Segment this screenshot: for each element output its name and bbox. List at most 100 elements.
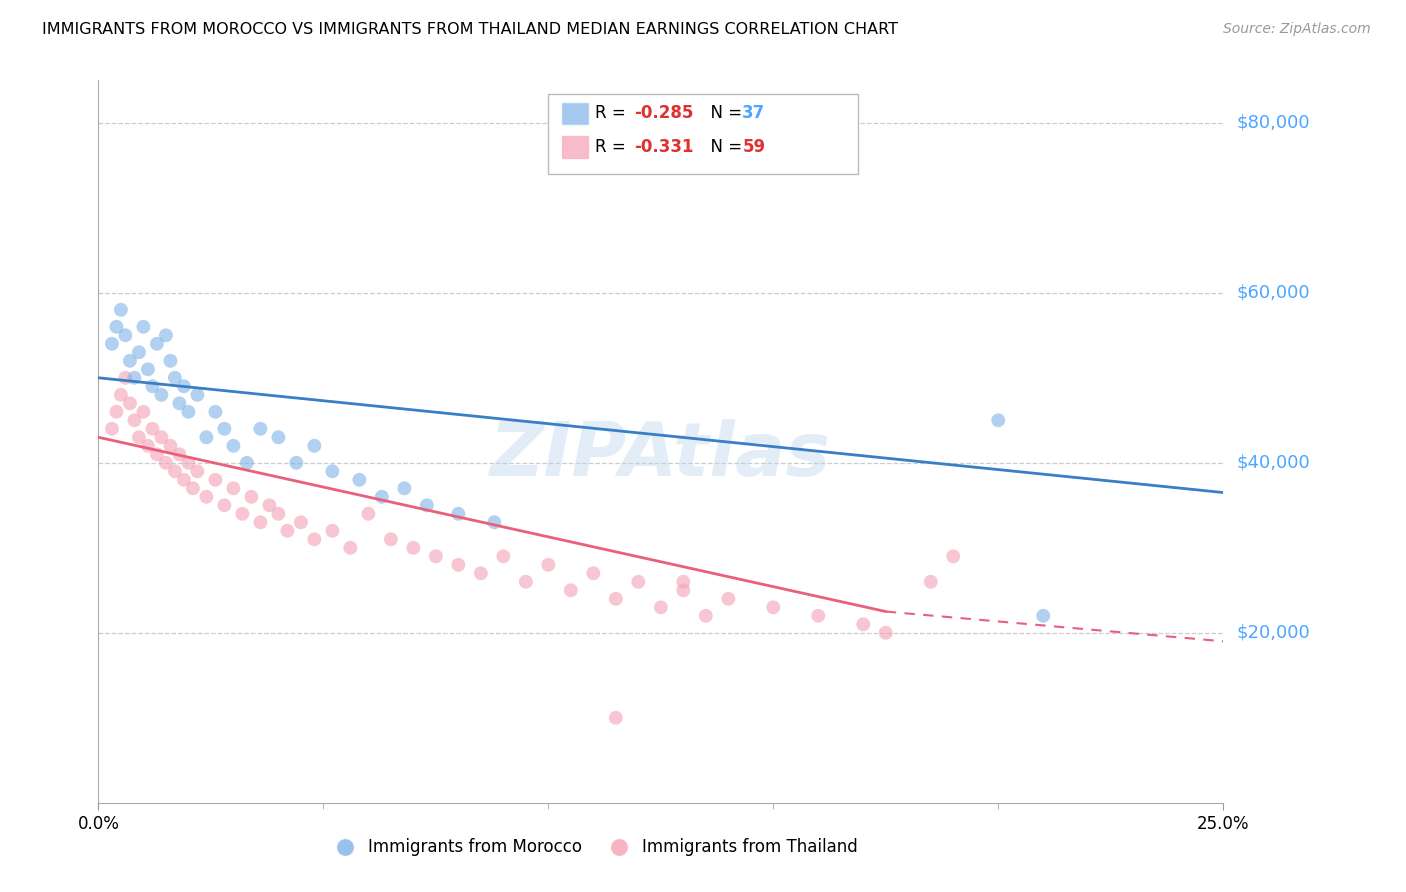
Point [349, 473, 371, 487]
Point [124, 371, 146, 385]
Point [515, 574, 537, 589]
Point [942, 549, 965, 564]
Point [204, 473, 226, 487]
Point [447, 558, 470, 572]
Point [560, 583, 582, 598]
Point [169, 396, 191, 410]
Point [150, 388, 173, 402]
Point [110, 388, 132, 402]
Point [114, 371, 136, 385]
Point [249, 516, 271, 530]
Point [304, 439, 326, 453]
Point [259, 498, 281, 512]
Point [380, 533, 402, 547]
Point [987, 413, 1010, 427]
Point [159, 353, 181, 368]
Point [141, 379, 163, 393]
Text: 37: 37 [742, 104, 766, 122]
Point [285, 456, 308, 470]
Point [214, 422, 236, 436]
Point [717, 591, 740, 606]
Point [146, 336, 169, 351]
Point [186, 464, 208, 478]
Text: N =: N = [700, 104, 748, 122]
Point [146, 447, 169, 461]
Point [304, 533, 326, 547]
Text: R =: R = [595, 104, 631, 122]
Point [222, 439, 245, 453]
Point [173, 473, 195, 487]
Point [101, 336, 124, 351]
Point [371, 490, 394, 504]
Point [155, 328, 177, 343]
Point [1032, 608, 1054, 623]
Point [920, 574, 942, 589]
Point [267, 507, 290, 521]
Point [195, 430, 218, 444]
Text: $20,000: $20,000 [1237, 624, 1310, 642]
Point [492, 549, 515, 564]
Point [186, 388, 208, 402]
Text: ZIPAtlas: ZIPAtlas [491, 419, 831, 492]
Text: $40,000: $40,000 [1237, 454, 1310, 472]
Point [128, 345, 150, 359]
Point [605, 591, 627, 606]
Point [276, 524, 298, 538]
Point [136, 439, 159, 453]
Text: Source: ZipAtlas.com: Source: ZipAtlas.com [1223, 22, 1371, 37]
Point [124, 413, 146, 427]
Point [807, 608, 830, 623]
Point [402, 541, 425, 555]
Point [159, 439, 181, 453]
Point [650, 600, 672, 615]
Point [582, 566, 605, 581]
Point [231, 507, 253, 521]
Point [875, 625, 897, 640]
Point [695, 608, 717, 623]
Point [136, 362, 159, 376]
Text: $60,000: $60,000 [1237, 284, 1310, 301]
Point [110, 302, 132, 317]
Point [672, 574, 695, 589]
Point [105, 405, 128, 419]
Point [155, 456, 177, 470]
Point [132, 405, 155, 419]
Point [101, 422, 124, 436]
Point [484, 516, 506, 530]
Point [118, 353, 141, 368]
Text: $80,000: $80,000 [1237, 114, 1310, 132]
Point [214, 498, 236, 512]
Point [249, 422, 271, 436]
Text: N =: N = [700, 138, 748, 156]
Point [605, 711, 627, 725]
Point [204, 405, 226, 419]
Point [177, 456, 200, 470]
Point [852, 617, 875, 632]
Point [394, 481, 416, 495]
Point [240, 490, 263, 504]
Point [627, 574, 650, 589]
Point [114, 328, 136, 343]
Point [173, 379, 195, 393]
Point [141, 422, 163, 436]
Point [321, 464, 343, 478]
Point [236, 456, 259, 470]
Text: 59: 59 [742, 138, 765, 156]
Point [150, 430, 173, 444]
Point [447, 507, 470, 521]
Point [163, 371, 186, 385]
Point [195, 490, 218, 504]
Point [132, 319, 155, 334]
Point [163, 464, 186, 478]
Point [128, 430, 150, 444]
Point [321, 524, 343, 538]
Point [537, 558, 560, 572]
Point [425, 549, 447, 564]
Point [762, 600, 785, 615]
Text: IMMIGRANTS FROM MOROCCO VS IMMIGRANTS FROM THAILAND MEDIAN EARNINGS CORRELATION : IMMIGRANTS FROM MOROCCO VS IMMIGRANTS FR… [42, 22, 898, 37]
Point [267, 430, 290, 444]
Point [357, 507, 380, 521]
Point [105, 319, 128, 334]
Point [339, 541, 361, 555]
Point [181, 481, 204, 495]
